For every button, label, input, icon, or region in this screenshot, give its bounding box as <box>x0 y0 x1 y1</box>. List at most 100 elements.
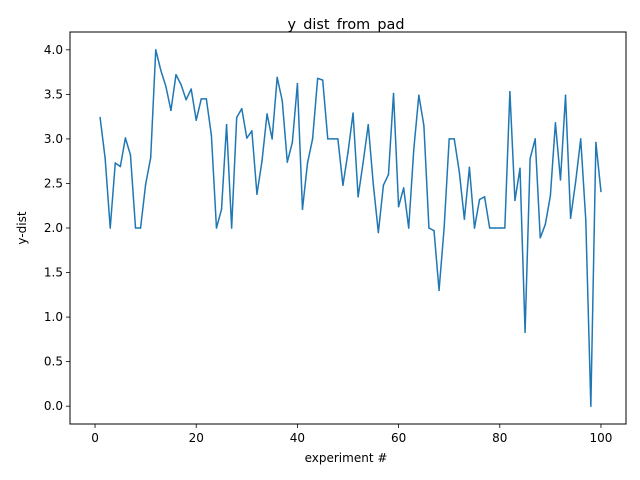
y-tick-label: 0.0 <box>44 399 63 413</box>
data-point <box>453 138 455 140</box>
data-point <box>579 138 582 140</box>
x-tick-label: 100 <box>590 431 613 445</box>
data-point <box>377 231 380 234</box>
axes-frame <box>69 31 627 425</box>
data-point <box>225 123 228 126</box>
x-axis-label: experiment # <box>305 451 388 465</box>
data-point <box>402 187 405 189</box>
data-point <box>372 183 375 186</box>
data-point <box>448 138 450 140</box>
data-point <box>549 195 552 197</box>
data-point <box>595 141 597 144</box>
data-point <box>559 179 562 181</box>
y-axis-label: y-dist <box>15 211 29 244</box>
x-tick-label: 0 <box>91 431 99 445</box>
data-point <box>210 134 213 137</box>
data-point <box>569 217 572 219</box>
data-point <box>109 227 111 229</box>
data-point <box>504 227 506 229</box>
data-point <box>119 165 122 168</box>
data-point <box>423 124 425 127</box>
data-point <box>367 123 369 126</box>
data-point <box>600 190 602 193</box>
data-point <box>407 227 410 229</box>
y-tick-label: 3.5 <box>44 87 63 101</box>
data-point <box>296 82 299 85</box>
data-point <box>397 205 400 208</box>
data-point <box>473 227 476 229</box>
data-point <box>392 92 395 95</box>
data-point <box>256 193 258 195</box>
data-point <box>246 137 248 139</box>
data-point <box>347 151 349 154</box>
data-point <box>499 227 501 229</box>
data-point <box>175 74 177 76</box>
series-line <box>99 49 602 407</box>
data-point <box>180 83 182 86</box>
data-point <box>564 94 567 97</box>
data-point <box>524 331 526 333</box>
data-point <box>205 98 208 100</box>
data-point <box>241 107 243 110</box>
data-point <box>200 98 203 100</box>
data-point <box>139 227 142 229</box>
data-point <box>321 79 324 81</box>
data-point <box>585 219 587 221</box>
data-point <box>337 138 339 140</box>
data-point <box>291 141 294 144</box>
y-tick-label: 3.0 <box>44 132 63 146</box>
data-point <box>544 223 547 226</box>
y-tick-label: 2.5 <box>44 176 63 190</box>
data-point <box>286 161 289 163</box>
y-tick-label: 1.5 <box>44 266 63 280</box>
data-point <box>230 227 233 229</box>
data-point <box>144 183 147 186</box>
chart-title: y_dist_from_pad <box>288 17 405 33</box>
x-tick-label: 80 <box>492 431 507 445</box>
data-point <box>129 154 132 156</box>
data-point <box>281 99 283 102</box>
y-axis-ticks: 0.0 0.5 1.0 1.5 2.0 2.5 3.0 3.5 4.0 <box>44 43 70 413</box>
data-point <box>342 184 344 186</box>
data-point <box>215 227 218 229</box>
data-point <box>251 130 253 132</box>
data-point <box>590 405 592 407</box>
x-tick-label: 20 <box>189 431 204 445</box>
data-point <box>155 49 157 51</box>
data-point <box>458 171 461 173</box>
data-point <box>488 227 491 229</box>
y-tick-label: 2.0 <box>44 221 63 235</box>
data-point <box>316 77 319 80</box>
data-point <box>311 138 314 140</box>
data-point <box>190 88 192 90</box>
data-point <box>332 138 334 140</box>
data-point <box>478 198 481 201</box>
data-point <box>235 116 238 119</box>
data-point <box>306 162 309 164</box>
data-point <box>509 90 511 93</box>
data-point <box>463 218 466 220</box>
data-point <box>433 229 435 232</box>
data-point <box>195 119 197 121</box>
data-point <box>483 196 486 198</box>
data-point <box>554 122 557 124</box>
data-point <box>261 160 263 162</box>
data-point <box>165 85 167 88</box>
data-point <box>413 148 415 151</box>
x-axis-ticks: 0 20 40 60 80 100 <box>91 424 612 445</box>
data-point <box>124 137 127 139</box>
data-point <box>327 138 329 140</box>
y-tick-label: 4.0 <box>44 43 63 57</box>
data-point <box>443 227 445 229</box>
y-tick-label: 1.0 <box>44 310 63 324</box>
data-point <box>352 112 354 114</box>
data-point <box>134 227 137 229</box>
data-point <box>519 167 521 170</box>
data-point <box>428 227 430 229</box>
x-tick-label: 60 <box>391 431 406 445</box>
data-point <box>276 76 278 79</box>
data-point <box>382 184 385 186</box>
data-point <box>149 156 152 159</box>
